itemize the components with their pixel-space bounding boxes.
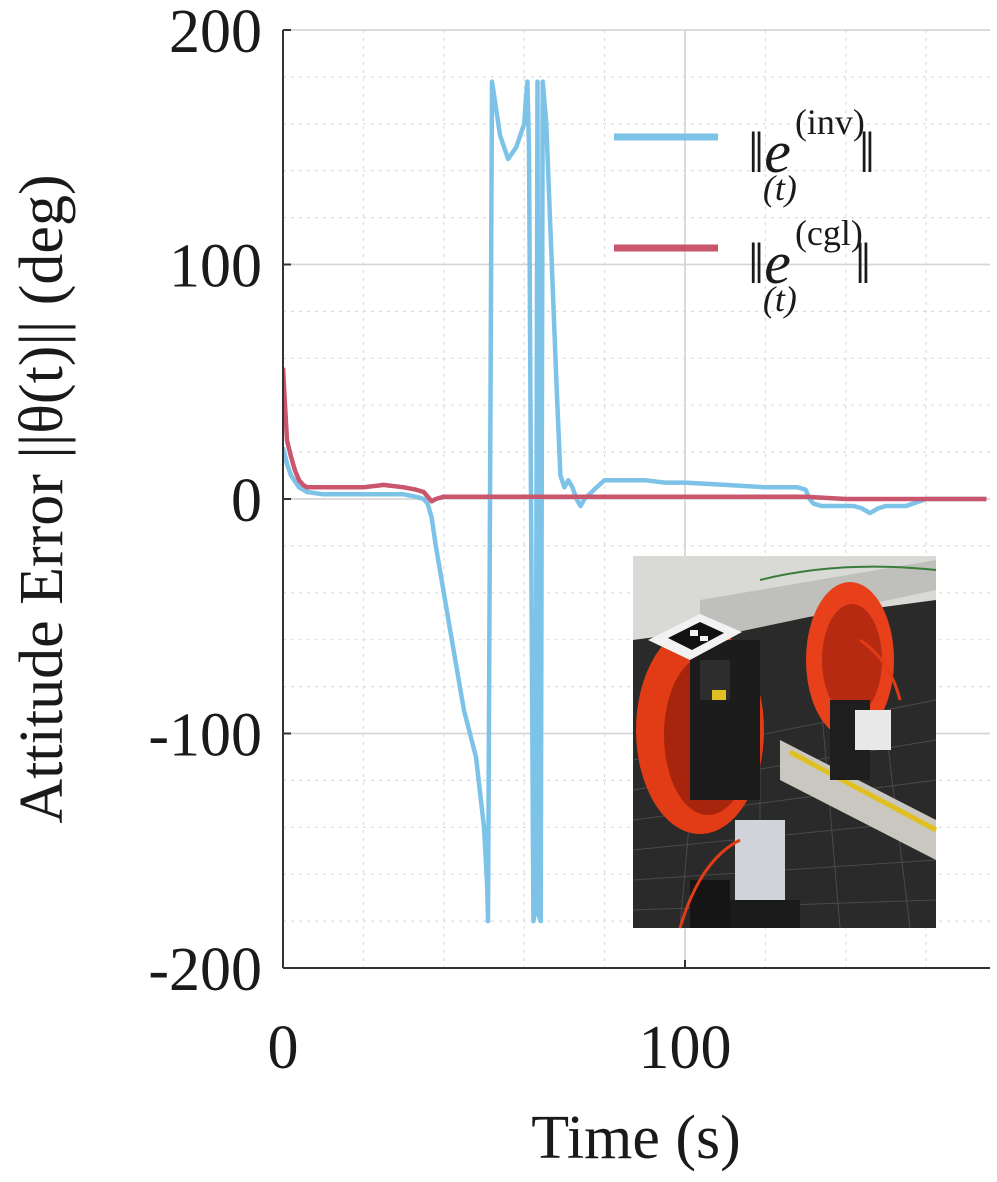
x-tick-labels: 0 100 [268,960,732,1082]
y-axis-label: Attitude Error ||θ(t)|| (deg) [8,174,76,823]
y-tick-label: 0 [231,467,262,535]
y-tick-label: -100 [148,702,262,770]
legend: ‖e (inv) (t)‖ ‖e (cgl) (t)‖ [614,102,875,319]
legend-label-inv: ‖e (inv) (t)‖ [748,102,875,208]
legend-label-cgl: ‖e (cgl) (t)‖ [748,213,871,319]
series-line-1 [283,367,987,504]
series-line-0 [283,79,987,924]
inset-robot-photo [632,556,938,929]
y-tick-label: 200 [169,0,262,66]
x-tick-label: 0 [268,1014,299,1082]
x-axis-label: Time (s) [531,1104,741,1172]
series-layer [283,79,987,924]
x-tick-label: 100 [639,1014,732,1082]
y-tick-labels: -200 -100 0 100 200 [148,0,291,1004]
y-tick-label: -200 [148,936,262,1004]
y-tick-label: 100 [169,233,262,301]
